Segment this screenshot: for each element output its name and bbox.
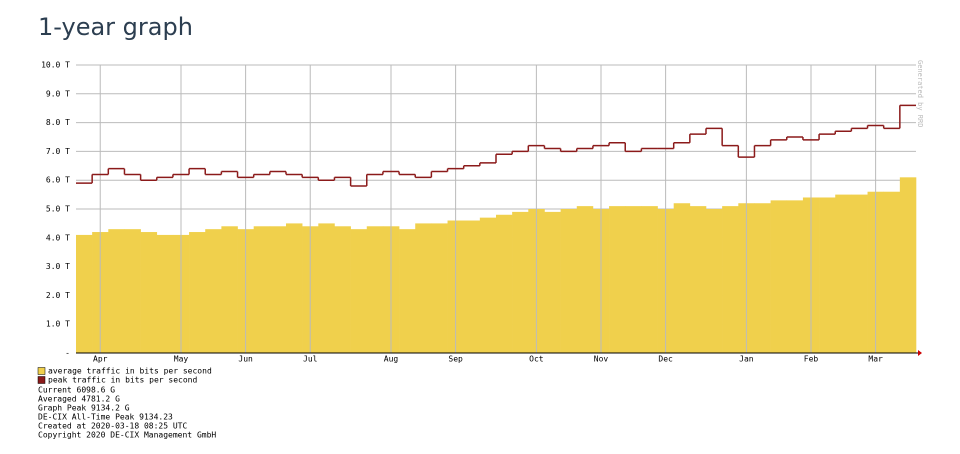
stats-line: Averaged 4781.2 G — [38, 395, 120, 404]
y-tick-label: 3.0 T — [46, 262, 70, 271]
x-tick-label: Apr — [93, 355, 108, 364]
area-step — [431, 223, 448, 353]
legend-swatch — [37, 367, 46, 375]
x-tick-label: Jul — [303, 355, 318, 364]
area-step — [722, 206, 739, 353]
x-tick-label: Jan — [739, 355, 754, 364]
area-step — [819, 197, 836, 353]
area-step — [253, 226, 271, 353]
area-step — [205, 229, 222, 353]
area-step — [221, 226, 238, 353]
area-step — [786, 200, 804, 353]
area-step — [189, 232, 206, 353]
area-step — [479, 217, 497, 353]
area-step — [318, 223, 335, 353]
area-step — [835, 194, 852, 353]
y-tick-label: 10.0 T — [41, 61, 70, 70]
x-tick-label: Oct — [529, 355, 544, 364]
legend-swatch — [37, 376, 46, 384]
area-step — [625, 206, 642, 353]
y-tick-label: 5.0 T — [46, 205, 70, 214]
area-step — [560, 209, 578, 353]
y-tick-label: 2.0 T — [46, 291, 70, 300]
area-step — [706, 209, 723, 353]
area-step — [883, 191, 901, 353]
y-tick-label: 9.0 T — [46, 89, 70, 98]
area-step — [770, 200, 788, 353]
y-tick-label: 7.0 T — [46, 147, 70, 156]
area-step — [334, 226, 351, 353]
area-step — [76, 234, 93, 353]
axis-arrow — [918, 350, 922, 356]
stats-line: Copyright 2020 DE-CIX Management GmbH — [38, 431, 216, 440]
area-step — [576, 206, 594, 353]
area-step — [399, 229, 416, 353]
y-tick-label: 1.0 T — [46, 320, 70, 329]
stats-line: Graph Peak 9134.2 G — [38, 404, 130, 413]
area-step — [673, 203, 691, 353]
area-step — [899, 177, 917, 353]
x-tick-label: Mar — [868, 355, 883, 364]
y-tick-label: 4.0 T — [46, 233, 70, 242]
area-step — [366, 226, 384, 353]
area-step — [496, 214, 513, 353]
legend-label: average traffic in bits per second — [48, 367, 212, 376]
stats-line: DE-CIX All-Time Peak 9134.23 — [38, 413, 173, 422]
x-tick-label: Aug — [384, 355, 399, 364]
stats-line: Created at 2020-03-18 08:25 UTC — [38, 422, 187, 431]
area-step — [641, 206, 658, 353]
x-tick-label: Dec — [658, 355, 673, 364]
area-step — [124, 229, 141, 353]
area-step — [286, 223, 303, 353]
watermark: Generated by RRD — [916, 60, 924, 127]
x-tick-label: Jun — [238, 355, 253, 364]
legend-label: peak traffic in bits per second — [48, 376, 197, 385]
area-step — [754, 203, 771, 353]
x-tick-label: May — [174, 355, 189, 364]
area-step — [609, 206, 626, 353]
area-step — [350, 229, 368, 353]
area-step — [108, 229, 125, 353]
chart-title: 1-year graph — [38, 13, 193, 41]
area-step — [140, 232, 158, 353]
area-step — [156, 234, 174, 353]
y-tick-label: - — [65, 349, 70, 358]
area-step — [851, 194, 868, 353]
y-tick-label: 8.0 T — [46, 118, 70, 127]
stats-line: Current 6098.6 G — [38, 386, 115, 395]
area-step — [415, 223, 432, 353]
area-step — [689, 206, 707, 353]
area-step — [269, 226, 287, 353]
area-step — [463, 220, 481, 353]
area-step — [544, 211, 561, 353]
x-tick-label: Feb — [804, 355, 819, 364]
area-step — [512, 211, 529, 353]
x-tick-label: Sep — [448, 355, 463, 364]
y-tick-label: 6.0 T — [46, 176, 70, 185]
x-tick-label: Nov — [594, 355, 609, 364]
